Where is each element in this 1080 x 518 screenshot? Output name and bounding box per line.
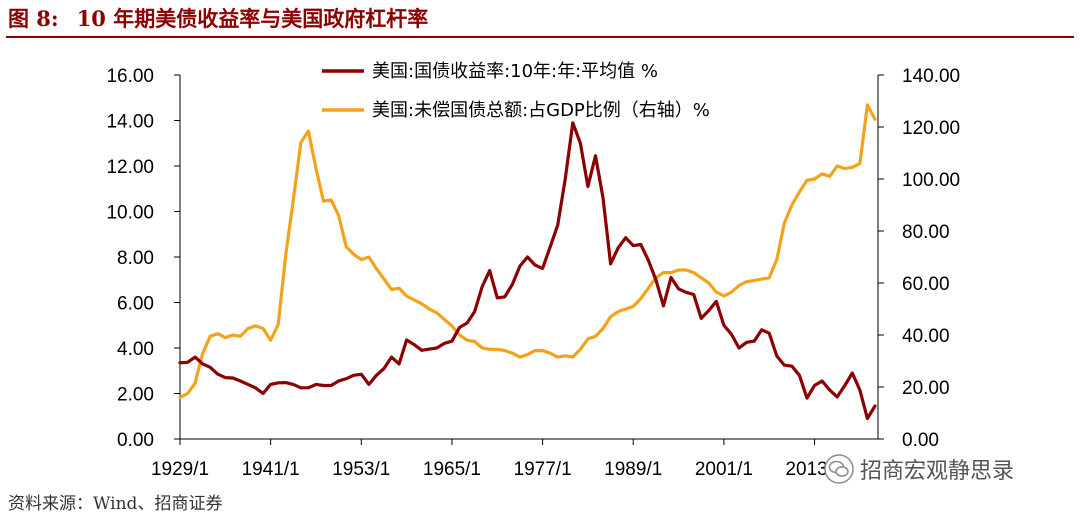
y-left-tick-label: 16.00 (106, 66, 154, 87)
x-tick-label: 1941/1 (242, 459, 300, 480)
y-right-tick-label: 40.00 (902, 326, 950, 347)
x-tick-label: 1953/1 (332, 459, 390, 480)
x-tick-label: 2001/1 (695, 459, 753, 480)
y-left-tick-label: 8.00 (117, 248, 154, 269)
figure-number: 图 8: (8, 6, 59, 31)
y-right-tick-label: 20.00 (902, 378, 950, 399)
y-right-tick-label: 100.00 (902, 170, 960, 191)
y-left-tick-label: 0.00 (117, 430, 154, 451)
watermark-text: 招商宏观静思录 (860, 459, 1015, 484)
x-tick-label: 1965/1 (423, 459, 481, 480)
x-tick-label: 1989/1 (604, 459, 662, 480)
y-left-tick-label: 10.00 (106, 203, 154, 224)
y-right-tick-label: 120.00 (902, 118, 960, 139)
y-right-tick-label: 140.00 (902, 66, 960, 87)
series-line-2 (178, 103, 877, 399)
y-left-tick-label: 14.00 (106, 112, 154, 133)
y-right-tick-label: 80.00 (902, 222, 950, 243)
x-tick-label: 1977/1 (514, 459, 572, 480)
wechat-icon (824, 454, 854, 484)
source-note: 资料来源：Wind、招商证券 (8, 494, 223, 514)
y-right-tick-label: 0.00 (902, 430, 939, 451)
series-line-1 (178, 121, 877, 421)
y-left-tick-label: 12.00 (106, 157, 154, 178)
y-left-tick-label: 2.00 (117, 385, 154, 406)
x-tick-label: 1929/1 (151, 459, 209, 480)
title-rule (6, 36, 1074, 38)
y-left-tick-label: 4.00 (117, 339, 154, 360)
legend-label-2: 美国:未偿国债总额:占GDP比例（右轴）% (372, 100, 710, 121)
figure-title: 图 8: 10 年期美债收益率与美国政府杠杆率 (8, 4, 428, 34)
legend-label-1: 美国:国债收益率:10年:年:平均值 % (372, 61, 658, 82)
figure-title-text: 10 年期美债收益率与美国政府杠杆率 (76, 6, 429, 31)
y-left-tick-label: 6.00 (117, 294, 154, 315)
y-right-tick-label: 60.00 (902, 274, 950, 295)
watermark: 招商宏观静思录 (824, 452, 1014, 486)
